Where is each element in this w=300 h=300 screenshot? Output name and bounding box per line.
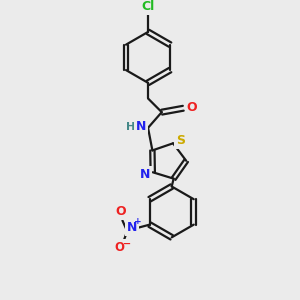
Text: +: + bbox=[134, 217, 142, 226]
Text: N: N bbox=[136, 120, 146, 133]
Text: O: O bbox=[114, 241, 124, 254]
Text: O: O bbox=[187, 101, 197, 114]
Text: O: O bbox=[115, 206, 126, 218]
Text: N: N bbox=[140, 168, 150, 181]
Text: N: N bbox=[127, 221, 137, 234]
Text: −: − bbox=[123, 239, 131, 249]
Text: S: S bbox=[176, 134, 185, 147]
Text: H: H bbox=[126, 122, 135, 132]
Text: Cl: Cl bbox=[141, 0, 155, 13]
